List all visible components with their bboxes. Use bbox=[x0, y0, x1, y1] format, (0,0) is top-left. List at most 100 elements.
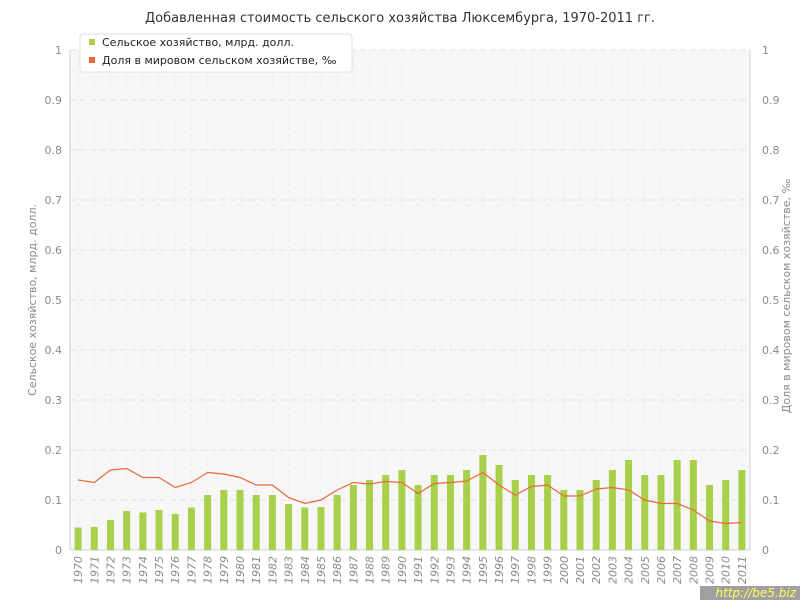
bar bbox=[301, 507, 309, 550]
bar bbox=[220, 490, 228, 550]
bar bbox=[673, 460, 681, 550]
y-tick-label: 0.5 bbox=[45, 294, 63, 307]
x-tick-label: 1992 bbox=[428, 556, 441, 584]
watermark-box: http://be5.biz bbox=[700, 586, 800, 600]
bar bbox=[657, 475, 665, 550]
y2-tick-label: 0 bbox=[762, 544, 769, 557]
bar bbox=[366, 480, 374, 550]
bar bbox=[495, 465, 503, 550]
bar bbox=[349, 485, 357, 550]
y2-tick-label: 0.2 bbox=[762, 444, 780, 457]
chart-title: Добавленная стоимость сельского хозяйств… bbox=[145, 11, 655, 26]
x-tick-label: 1976 bbox=[169, 556, 182, 584]
x-tick-label: 1980 bbox=[234, 556, 247, 584]
bar bbox=[398, 470, 406, 550]
bar bbox=[317, 507, 325, 550]
bar bbox=[414, 485, 422, 550]
bar bbox=[641, 475, 649, 550]
bar bbox=[139, 512, 147, 550]
bar bbox=[155, 510, 163, 550]
legend-label-line: Доля в мировом сельском хозяйстве, ‰ bbox=[102, 54, 337, 67]
x-tick-label: 2002 bbox=[590, 556, 603, 584]
y-tick-label: 0.9 bbox=[45, 94, 63, 107]
x-tick-label: 1997 bbox=[509, 556, 522, 584]
legend-swatch-bar bbox=[89, 39, 95, 45]
x-tick-label: 1986 bbox=[331, 556, 344, 584]
x-tick-label: 1978 bbox=[202, 556, 215, 584]
bar bbox=[479, 455, 487, 550]
bar bbox=[463, 470, 471, 550]
bar bbox=[592, 480, 600, 550]
bar bbox=[123, 511, 131, 550]
x-tick-label: 2004 bbox=[623, 556, 636, 584]
bar bbox=[608, 470, 616, 550]
y2-tick-label: 0.3 bbox=[762, 394, 780, 407]
y-tick-label: 1 bbox=[55, 44, 62, 57]
y2-tick-label: 0.6 bbox=[762, 244, 780, 257]
x-tick-label: 1987 bbox=[347, 556, 360, 584]
bar bbox=[560, 490, 568, 550]
y-tick-label: 0.7 bbox=[45, 194, 63, 207]
x-tick-label: 2010 bbox=[720, 556, 733, 584]
x-tick-label: 2007 bbox=[671, 556, 684, 584]
bar bbox=[187, 507, 195, 550]
y-axis-ticks: 0 0 0.1 0.1 0.2 0.2 0.3 0.3 0.4 0.4 0.5 0.5 0.6 0.6 0.… bbox=[45, 44, 780, 557]
bar bbox=[106, 520, 114, 550]
legend-swatch-line bbox=[89, 57, 95, 63]
line-series bbox=[78, 467, 742, 525]
bar bbox=[74, 527, 82, 550]
bar bbox=[285, 504, 293, 550]
bar bbox=[236, 490, 244, 550]
y-tick-label: 0.1 bbox=[45, 494, 63, 507]
x-tick-label: 1988 bbox=[364, 556, 377, 584]
x-tick-label: 2011 bbox=[736, 556, 749, 584]
x-tick-label: 1990 bbox=[396, 556, 409, 584]
bar-series bbox=[74, 455, 746, 550]
y-tick-label: 0.4 bbox=[45, 344, 63, 357]
x-tick-label: 2000 bbox=[558, 556, 571, 584]
bar bbox=[689, 460, 697, 550]
y-tick-label: 0.2 bbox=[45, 444, 63, 457]
legend-label-bar: Сельское хозяйство, млрд. долл. bbox=[102, 36, 294, 49]
x-tick-label: 1977 bbox=[185, 556, 198, 584]
y2-tick-label: 0.8 bbox=[762, 144, 780, 157]
bar bbox=[333, 495, 341, 550]
x-axis-ticks: 1970 1971 1972 1973 1974 1975 1976 1977 1978 1979… bbox=[72, 556, 749, 584]
bar bbox=[722, 480, 730, 550]
y2-tick-label: 0.1 bbox=[762, 494, 780, 507]
x-tick-label: 1975 bbox=[153, 556, 166, 584]
x-tick-label: 2003 bbox=[606, 556, 619, 584]
x-tick-label: 1995 bbox=[477, 556, 490, 584]
bar bbox=[430, 475, 438, 550]
x-tick-label: 1999 bbox=[542, 556, 555, 584]
bar bbox=[527, 475, 535, 550]
x-tick-label: 1983 bbox=[283, 556, 296, 584]
x-tick-label: 2006 bbox=[655, 556, 668, 584]
bar bbox=[204, 495, 212, 550]
x-tick-label: 1991 bbox=[412, 556, 425, 584]
y-tick-label: 0.6 bbox=[45, 244, 63, 257]
x-tick-label: 1972 bbox=[104, 556, 117, 584]
watermark-background bbox=[700, 586, 800, 600]
bar bbox=[268, 495, 276, 550]
x-tick-label: 1971 bbox=[88, 556, 101, 584]
x-tick-label: 1970 bbox=[72, 556, 85, 584]
x-tick-label: 1989 bbox=[380, 556, 393, 584]
x-tick-label: 1984 bbox=[299, 556, 312, 584]
y2-tick-label: 0.9 bbox=[762, 94, 780, 107]
x-tick-label: 2001 bbox=[574, 556, 587, 584]
y-axis-title: Сельское хозяйство, млрд. долл. bbox=[26, 204, 39, 396]
watermark-text[interactable]: http://be5.biz bbox=[716, 586, 797, 600]
bar bbox=[171, 514, 179, 550]
y2-tick-label: 1 bbox=[762, 44, 769, 57]
legend: Сельское хозяйство, млрд. долл. Доля в м… bbox=[79, 33, 353, 73]
bar bbox=[252, 495, 260, 550]
bar bbox=[90, 527, 98, 550]
x-tick-label: 1994 bbox=[461, 556, 474, 584]
legend-box bbox=[79, 33, 353, 73]
y2-tick-label: 0.5 bbox=[762, 294, 780, 307]
bar bbox=[382, 475, 390, 550]
bar bbox=[576, 490, 584, 550]
x-tick-label: 2005 bbox=[639, 556, 652, 584]
x-tick-label: 1974 bbox=[137, 556, 150, 584]
